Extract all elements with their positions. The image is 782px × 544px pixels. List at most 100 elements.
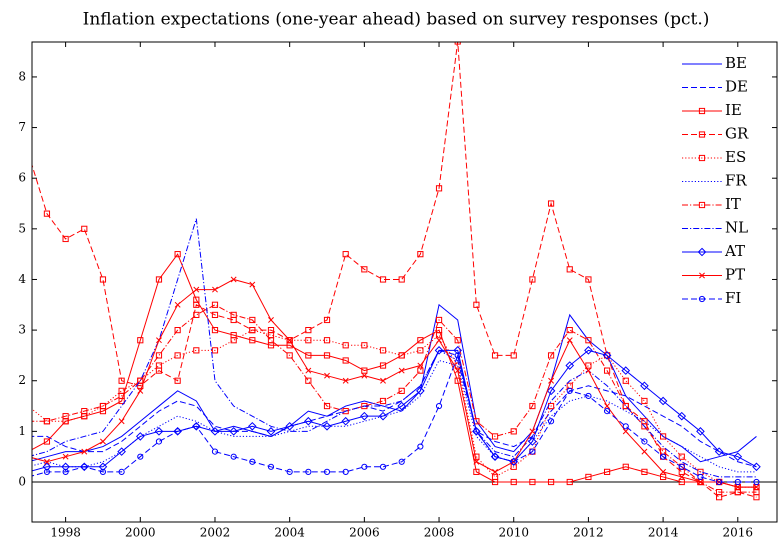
marker	[453, 346, 463, 355]
marker	[249, 281, 256, 288]
marker	[698, 131, 706, 138]
series-line	[32, 253, 757, 488]
marker	[286, 468, 293, 475]
marker	[491, 352, 499, 359]
marker	[434, 346, 444, 355]
y-tick-label: 3	[18, 323, 26, 337]
legend-label: DE	[725, 78, 748, 96]
marker	[734, 478, 741, 486]
marker	[435, 316, 443, 324]
marker	[660, 468, 667, 475]
marker	[81, 463, 88, 470]
marker	[323, 352, 331, 359]
x-tick-label: 2004	[274, 526, 305, 540]
marker	[585, 392, 592, 400]
marker	[696, 427, 705, 436]
marker	[697, 479, 704, 485]
series-line	[32, 303, 757, 463]
marker	[641, 448, 648, 455]
chart-title: Inflation expectations (one-year ahead) …	[83, 10, 710, 30]
marker	[193, 286, 200, 293]
marker	[304, 416, 313, 426]
marker	[305, 337, 312, 344]
legend-label: PT	[725, 266, 745, 284]
marker	[547, 352, 555, 359]
marker	[62, 235, 69, 243]
marker	[248, 421, 257, 431]
legend-label: FI	[725, 289, 741, 307]
marker	[641, 423, 648, 430]
marker	[137, 377, 144, 384]
legend: BE DE IE GR ES FR IT NL AT PT FI	[682, 54, 749, 307]
marker	[622, 402, 629, 410]
marker	[677, 411, 687, 421]
legend-label: BE	[725, 54, 747, 72]
marker	[678, 478, 685, 486]
marker	[118, 468, 125, 475]
marker	[699, 272, 705, 279]
marker	[249, 337, 256, 344]
series-line	[32, 218, 757, 478]
marker	[26, 403, 31, 408]
marker	[454, 377, 461, 384]
marker	[43, 418, 51, 425]
marker	[379, 347, 387, 354]
marker	[266, 427, 276, 436]
marker	[510, 352, 517, 359]
marker	[81, 448, 88, 455]
marker	[547, 478, 555, 486]
marker	[155, 362, 163, 369]
marker	[249, 327, 256, 334]
marker	[566, 266, 573, 273]
marker	[454, 42, 461, 45]
series-line	[32, 329, 757, 488]
marker	[324, 372, 330, 379]
marker	[698, 107, 706, 115]
marker	[342, 342, 349, 349]
marker	[585, 473, 592, 481]
marker	[174, 352, 181, 359]
marker	[155, 276, 163, 283]
marker	[26, 419, 31, 424]
marker	[435, 402, 443, 410]
marker	[473, 458, 480, 465]
marker	[81, 225, 88, 232]
marker	[99, 276, 107, 283]
marker	[342, 251, 349, 258]
marker	[323, 337, 331, 344]
marker	[174, 327, 181, 334]
marker	[323, 402, 331, 410]
marker	[286, 337, 293, 344]
marker	[323, 468, 331, 475]
marker	[43, 468, 51, 475]
marker	[529, 448, 536, 455]
marker	[510, 458, 517, 465]
marker	[118, 418, 125, 425]
marker	[230, 337, 237, 344]
marker	[118, 387, 125, 394]
marker	[43, 210, 51, 217]
marker	[137, 387, 144, 394]
x-tick-label: 2002	[200, 526, 231, 540]
marker	[137, 453, 144, 460]
marker	[622, 463, 629, 470]
x-tick-label: 2006	[349, 526, 380, 540]
marker	[379, 463, 387, 470]
marker	[211, 448, 219, 455]
marker	[361, 266, 368, 273]
plot-area	[26, 42, 777, 501]
legend-label: GR	[725, 125, 749, 143]
marker	[658, 396, 668, 406]
marker	[454, 352, 461, 359]
marker	[716, 489, 723, 496]
marker	[417, 337, 424, 344]
marker	[342, 468, 349, 475]
x-tick-label: 1998	[50, 526, 81, 540]
x-tick-label: 2016	[723, 526, 754, 540]
marker	[398, 458, 405, 465]
marker	[678, 463, 685, 470]
legend-label: FR	[725, 172, 747, 190]
marker	[454, 337, 461, 344]
marker	[174, 428, 181, 435]
marker	[361, 463, 368, 470]
